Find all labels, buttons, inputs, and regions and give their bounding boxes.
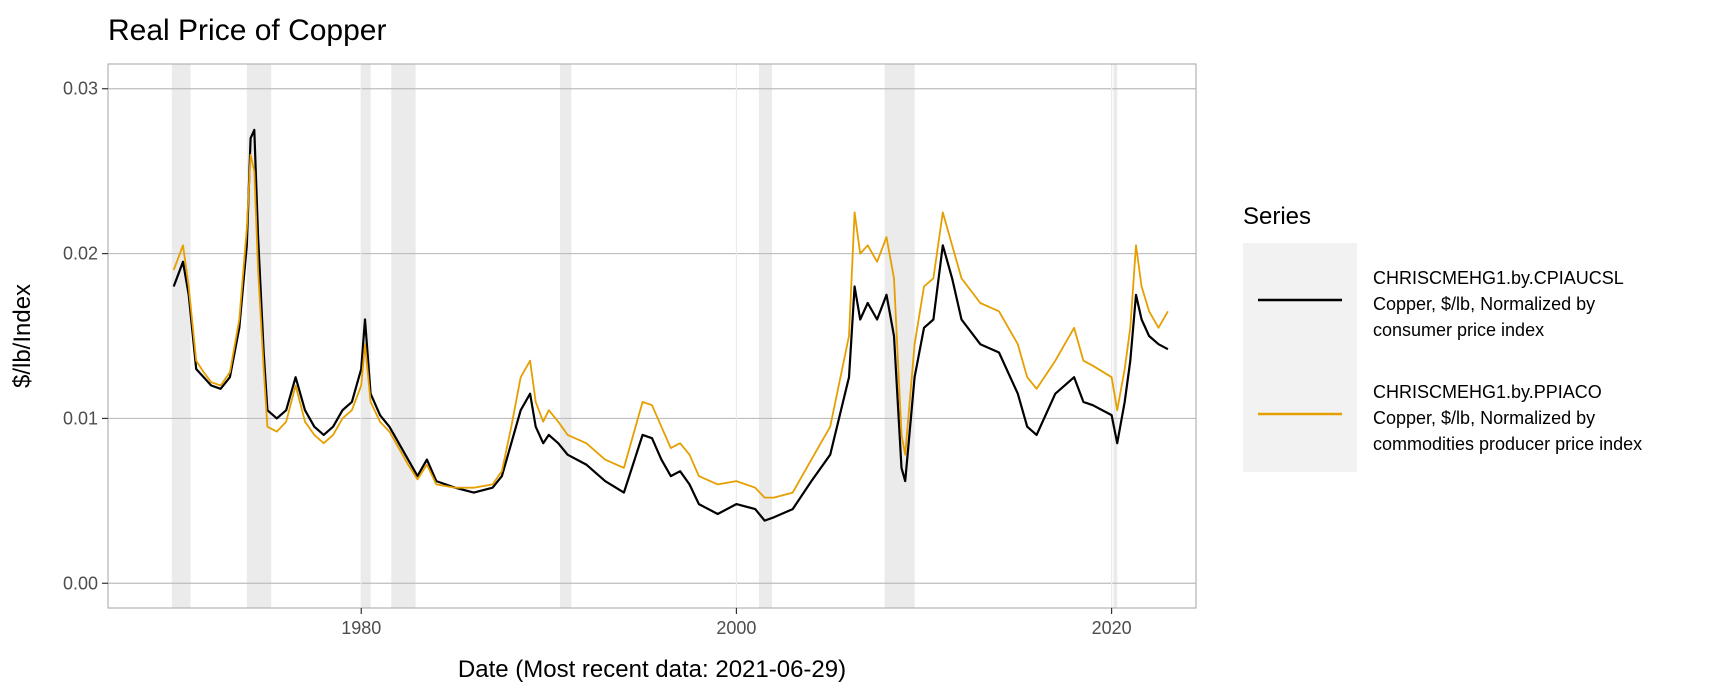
recession-bands bbox=[171, 64, 1118, 608]
x-axis-title: Date (Most recent data: 2021-06-29) bbox=[458, 656, 846, 683]
recession-band-3 bbox=[391, 64, 416, 608]
x-tick-label-1: 2000 bbox=[716, 618, 756, 638]
grid-lines bbox=[108, 64, 1196, 608]
recession-band-6 bbox=[884, 64, 915, 608]
recession-band-7 bbox=[1113, 64, 1118, 608]
chart-title: Real Price of Copper bbox=[108, 14, 386, 47]
recession-band-5 bbox=[758, 64, 773, 608]
legend-label-0-line-2: consumer price index bbox=[1373, 320, 1544, 340]
series-lines bbox=[172, 128, 1169, 522]
x-tick-label-2: 2020 bbox=[1092, 618, 1132, 638]
legend-label-1-line-1: Copper, $/lb, Normalized by bbox=[1373, 408, 1595, 428]
plot-background bbox=[108, 64, 1196, 608]
plot-border bbox=[107, 63, 1197, 609]
x-axis: 1980 2000 2020 bbox=[341, 608, 1132, 638]
recession-band-0 bbox=[171, 64, 191, 608]
legend-label-1-line-2: commodities producer price index bbox=[1373, 434, 1642, 454]
y-tick-label-1: 0.01 bbox=[63, 408, 98, 428]
y-tick-label-3: 0.03 bbox=[63, 79, 98, 99]
x-tick-label-0: 1980 bbox=[341, 618, 381, 638]
legend-label-0-line-1: Copper, $/lb, Normalized by bbox=[1373, 294, 1595, 314]
recession-band-4 bbox=[560, 64, 572, 608]
y-tick-label-2: 0.02 bbox=[63, 244, 98, 264]
series-line-0 bbox=[172, 128, 1169, 522]
legend: Series CHRISCMEHG1.by.CPIAUCSL Copper, $/… bbox=[1243, 203, 1642, 472]
legend-label-1-line-0: CHRISCMEHG1.by.PPIACO bbox=[1373, 382, 1602, 402]
series-line-1 bbox=[172, 153, 1169, 499]
plot-panel bbox=[107, 63, 1197, 609]
y-axis: 0.00 0.01 0.02 0.03 bbox=[63, 79, 108, 593]
legend-key-background bbox=[1243, 243, 1357, 472]
y-tick-label-0: 0.00 bbox=[63, 573, 98, 593]
y-axis-title: $/lb/Index bbox=[9, 284, 36, 388]
legend-label-0-line-0: CHRISCMEHG1.by.CPIAUCSL bbox=[1373, 268, 1624, 288]
legend-title: Series bbox=[1243, 203, 1311, 230]
legend-entries: CHRISCMEHG1.by.CPIAUCSL Copper, $/lb, Nor… bbox=[1258, 268, 1642, 454]
